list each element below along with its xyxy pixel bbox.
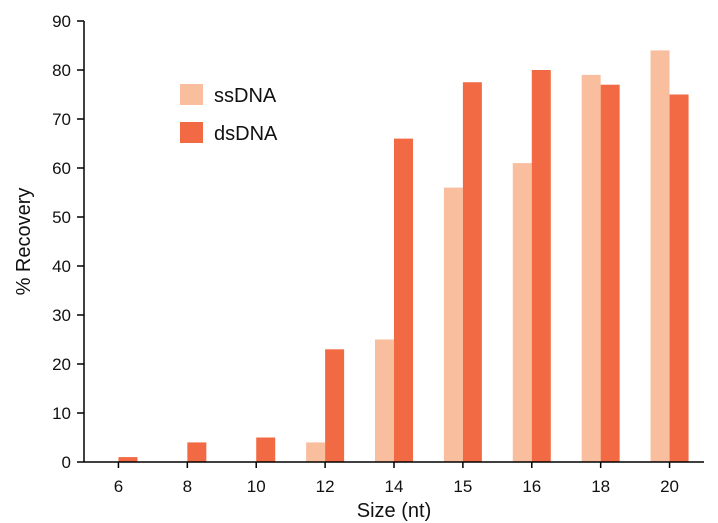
legend: ssDNA dsDNA — [180, 84, 278, 145]
bar-dsdna-18 — [600, 84, 620, 462]
y-tick-label: 90 — [52, 12, 71, 31]
y-tick-label: 20 — [52, 355, 71, 374]
x-tick-label: 14 — [385, 477, 404, 496]
bar-dsdna-14 — [394, 138, 413, 462]
bar-dsdna-6 — [118, 457, 138, 462]
y-tick-label: 60 — [52, 159, 71, 178]
y-axis-ticks: 0 10 20 30 40 50 60 70 80 90 — [52, 12, 84, 472]
x-axis-title: Size (nt) — [357, 500, 431, 522]
bar-dsdna-10 — [256, 437, 276, 462]
bar-dsdna-15 — [462, 82, 482, 462]
x-tick-label: 20 — [660, 477, 679, 496]
x-tick-label: 8 — [183, 477, 192, 496]
bar-dsdna-20 — [669, 94, 689, 462]
y-tick-label: 40 — [52, 257, 71, 276]
bar-dsdna-12 — [325, 349, 345, 462]
y-tick-label: 10 — [52, 404, 71, 423]
y-axis-title: % Recovery — [13, 188, 35, 296]
y-tick-label: 30 — [52, 306, 71, 325]
y-tick-label: 50 — [52, 208, 71, 227]
x-axis-ticks: 6 8 10 12 14 15 16 18 20 — [114, 462, 679, 496]
x-tick-label: 16 — [522, 477, 541, 496]
bar-ssdna-15 — [443, 187, 463, 462]
legend-swatch-dsdna — [180, 122, 203, 143]
y-tick-label: 0 — [62, 453, 71, 472]
legend-label-ssdna: ssDNA — [214, 85, 277, 107]
bar-dsdna-16 — [531, 70, 551, 462]
y-tick-label: 70 — [52, 110, 71, 129]
x-tick-label: 6 — [114, 477, 123, 496]
bar-dsdna-8 — [187, 442, 207, 462]
bar-ssdna-20 — [650, 50, 670, 463]
x-tick-label: 15 — [453, 477, 472, 496]
x-tick-label: 18 — [591, 477, 610, 496]
y-tick-label: 80 — [52, 61, 71, 80]
x-tick-label: 10 — [247, 477, 266, 496]
bar-ssdna-14 — [375, 339, 394, 462]
legend-label-dsdna: dsDNA — [214, 123, 278, 145]
bar-ssdna-16 — [512, 163, 532, 462]
bar-ssdna-18 — [581, 74, 601, 463]
x-tick-label: 12 — [316, 477, 335, 496]
bars — [118, 50, 689, 463]
bar-ssdna-12 — [306, 442, 326, 462]
legend-swatch-ssdna — [180, 84, 203, 105]
